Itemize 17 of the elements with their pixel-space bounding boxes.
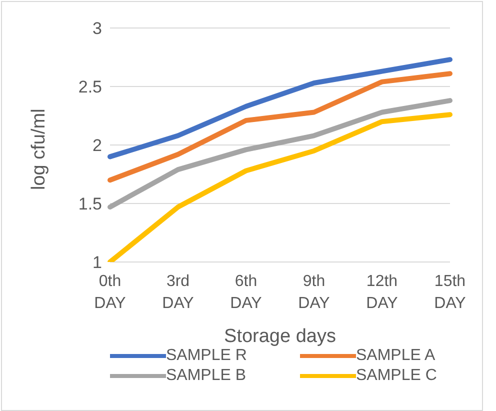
y-tick-label: 3 bbox=[92, 19, 102, 38]
legend-label: SAMPLE A bbox=[356, 347, 436, 365]
legend-label: SAMPLE C bbox=[356, 367, 437, 385]
x-tick-label: 15th DAY bbox=[434, 273, 466, 312]
x-tick-label: 3rd DAY bbox=[162, 273, 194, 312]
y-tick-label: 2 bbox=[92, 136, 102, 156]
legend-label: SAMPLE B bbox=[166, 367, 246, 385]
y-tick-label: 2.5 bbox=[78, 78, 102, 97]
y-axis-title: log cfu/ml bbox=[28, 108, 50, 190]
x-tick-label: 0th DAY bbox=[94, 273, 126, 312]
legend-label: SAMPLE R bbox=[166, 347, 247, 365]
x-tick-label: 12th DAY bbox=[366, 273, 398, 312]
y-tick-label: 1.5 bbox=[78, 194, 102, 214]
x-axis-title: Storage days bbox=[224, 326, 336, 347]
x-tick-label: 6th DAY bbox=[230, 273, 262, 312]
x-tick-label: 9th DAY bbox=[298, 273, 330, 312]
y-tick-label: 1 bbox=[92, 253, 102, 272]
